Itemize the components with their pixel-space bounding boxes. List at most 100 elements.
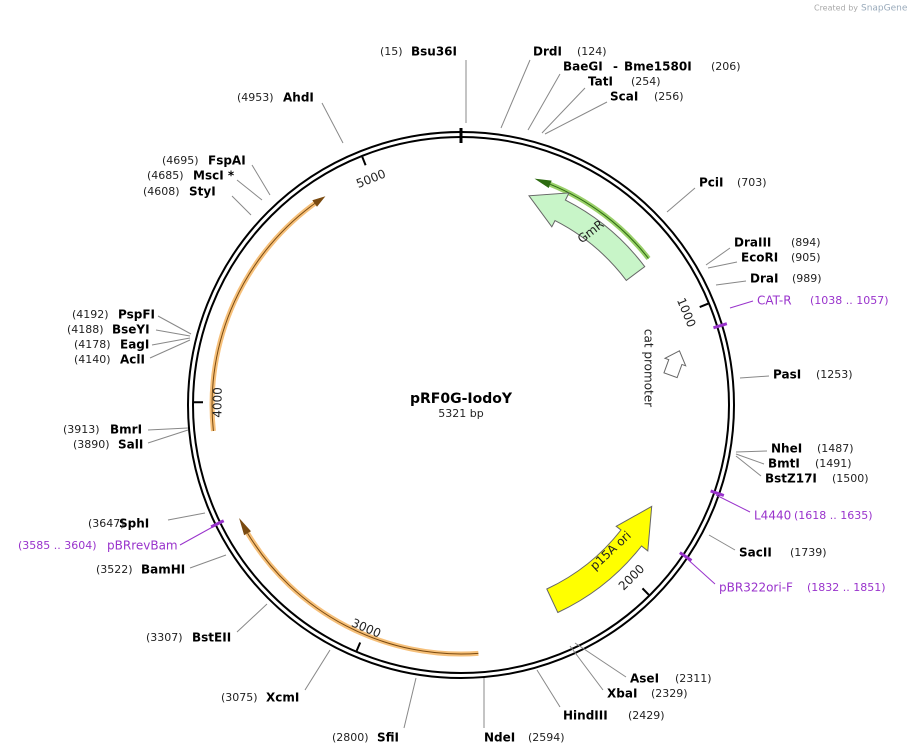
enzyme-position: (4192) bbox=[72, 308, 109, 321]
feature-gmr bbox=[528, 192, 646, 282]
enzyme-position: (2594) bbox=[528, 731, 565, 744]
enzyme-name: SphI bbox=[119, 517, 149, 531]
ruler-label: 1000 bbox=[674, 296, 699, 330]
enzyme-separator: - bbox=[613, 60, 618, 74]
enzyme-name: DraI bbox=[750, 272, 778, 286]
leader-line bbox=[666, 187, 696, 213]
ruler-tick bbox=[699, 302, 709, 309]
enzyme-name: PciI bbox=[699, 176, 724, 190]
enzyme-position: (4188) bbox=[67, 323, 104, 336]
map-name: pRF0G-IodoY bbox=[410, 391, 513, 407]
enzyme-name: NdeI bbox=[484, 731, 515, 745]
leader-line bbox=[236, 603, 268, 633]
enzyme-name: SfiI bbox=[377, 731, 399, 745]
feature-p15a-ori bbox=[546, 505, 653, 614]
enzyme-position: (2429) bbox=[628, 709, 665, 722]
primer-name: pBR322ori-F bbox=[719, 581, 793, 595]
leader-line bbox=[735, 450, 768, 453]
enzyme-position: (4140) bbox=[74, 353, 111, 366]
primer-leader bbox=[715, 494, 751, 513]
enzyme-name: DraIII bbox=[734, 236, 771, 250]
enzyme-name: AseI bbox=[630, 672, 659, 686]
enzyme-position: (124) bbox=[577, 45, 607, 58]
enzyme-name: BmtI bbox=[768, 457, 800, 471]
primer-mark bbox=[713, 322, 728, 330]
enzyme-name: BaeGI bbox=[563, 60, 603, 74]
primer-leader bbox=[179, 523, 219, 546]
leader-line bbox=[715, 280, 747, 286]
primer-range: (1832 .. 1851) bbox=[807, 581, 886, 594]
enzyme-name: BstEII bbox=[192, 631, 231, 645]
enzyme-position: (1500) bbox=[832, 472, 869, 485]
enzyme-name: AclI bbox=[120, 353, 145, 367]
enzyme-position: (4953) bbox=[237, 91, 274, 104]
leader-line bbox=[321, 102, 344, 144]
enzyme-position: (2311) bbox=[675, 672, 712, 685]
enzyme-position: (1487) bbox=[817, 442, 854, 455]
primer-name: L4440 bbox=[754, 509, 791, 523]
leader-line bbox=[544, 101, 608, 135]
enzyme-name: BstZ17I bbox=[765, 472, 817, 486]
feature-label: cat promoter bbox=[642, 329, 656, 407]
primer-range: (3585 .. 3604) bbox=[18, 539, 97, 552]
leader-line bbox=[147, 427, 189, 431]
primer-mark bbox=[710, 489, 725, 497]
leader-line bbox=[500, 59, 531, 129]
leader-line bbox=[403, 677, 417, 729]
enzyme-position: (2800) bbox=[332, 731, 369, 744]
leader-line bbox=[536, 669, 561, 708]
enzyme-position: (4685) bbox=[147, 169, 184, 182]
leader-line bbox=[157, 315, 192, 335]
orf-arc bbox=[211, 200, 319, 432]
leader-line bbox=[147, 429, 189, 444]
primer-mark bbox=[679, 551, 693, 562]
enzyme-name: EagI bbox=[120, 338, 149, 352]
orf-arc bbox=[247, 532, 479, 655]
enzyme-position: (4178) bbox=[74, 338, 111, 351]
leader-line bbox=[251, 164, 271, 196]
leader-line bbox=[231, 195, 252, 216]
enzyme-name: StyI bbox=[189, 185, 216, 199]
leader-line bbox=[149, 339, 191, 359]
leader-line bbox=[167, 512, 206, 521]
created-by: Created by bbox=[814, 4, 858, 13]
enzyme-position: (703) bbox=[737, 176, 767, 189]
ruler-tick bbox=[361, 156, 367, 166]
orf-arrowhead bbox=[534, 178, 552, 188]
gmr-orf bbox=[550, 183, 649, 259]
primer-range: (1038 .. 1057) bbox=[810, 294, 889, 307]
leader-line bbox=[739, 375, 770, 379]
enzyme-position: (3647) bbox=[88, 517, 125, 530]
leader-line bbox=[189, 554, 227, 569]
feature-cat-promoter bbox=[663, 350, 687, 379]
enzyme-name: EcoRI bbox=[741, 251, 778, 265]
enzyme-name: XbaI bbox=[607, 687, 637, 701]
enzyme-name: AhdI bbox=[283, 91, 314, 105]
orf-arc bbox=[245, 531, 479, 657]
enzyme-name: FspAI bbox=[208, 154, 246, 168]
enzyme-position: (1253) bbox=[816, 368, 853, 381]
ruler-tick bbox=[641, 587, 650, 596]
enzyme-position: (3075) bbox=[221, 691, 258, 704]
primer-leader bbox=[729, 300, 754, 309]
enzyme-name: BamHI bbox=[141, 563, 185, 577]
enzyme-position: (256) bbox=[654, 90, 684, 103]
enzyme-name: TatI bbox=[588, 75, 613, 89]
enzyme-position: (1739) bbox=[790, 546, 827, 559]
ruler-label: 4000 bbox=[210, 387, 224, 418]
leader-line bbox=[705, 247, 731, 266]
primer-name: pBRrevBam bbox=[107, 539, 178, 553]
enzyme-name: MscI * bbox=[193, 169, 235, 183]
enzyme-name: XcmI bbox=[266, 691, 299, 705]
enzyme-name: PasI bbox=[773, 368, 801, 382]
enzyme-position: (15) bbox=[380, 45, 403, 58]
ruler-label: 5000 bbox=[354, 167, 388, 191]
enzyme-position: (3890) bbox=[73, 438, 110, 451]
brand: SnapGene bbox=[861, 4, 908, 14]
enzyme-name: BmrI bbox=[110, 423, 142, 437]
leader-line bbox=[304, 649, 331, 691]
primer-range: (1618 .. 1635) bbox=[794, 509, 873, 522]
leader-line bbox=[708, 534, 736, 551]
leader-line bbox=[155, 329, 191, 337]
